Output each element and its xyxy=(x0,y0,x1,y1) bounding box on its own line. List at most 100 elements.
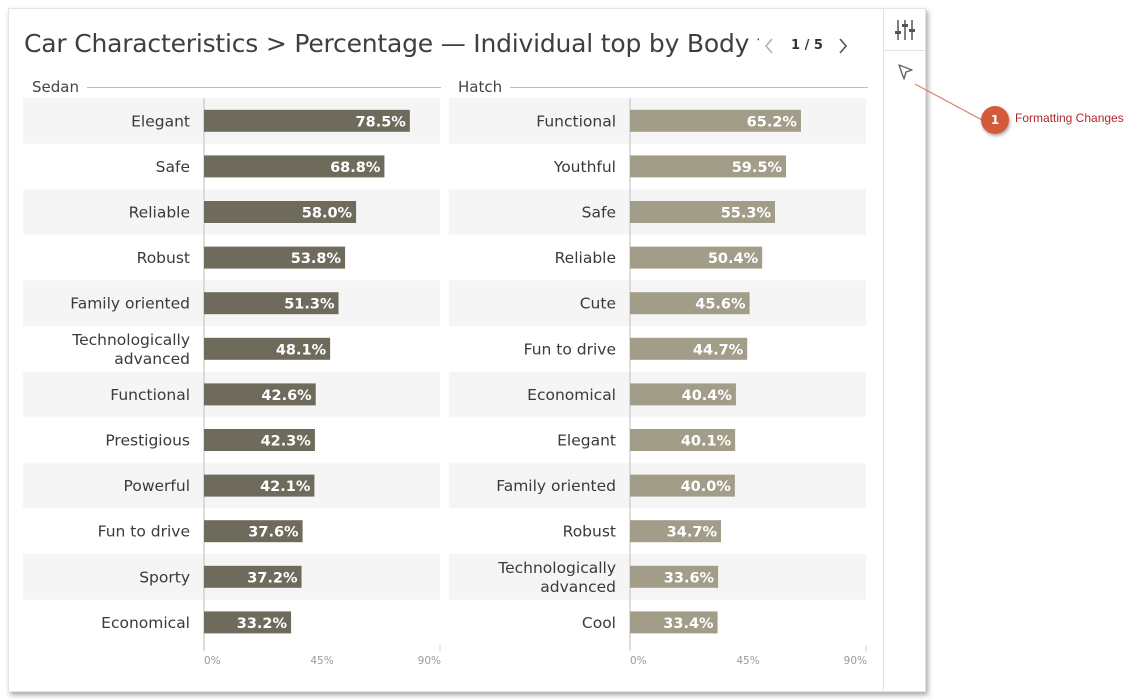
hatch-chart: 65.2% Functional 59.5% Youthful 55.3% Safe 50.… xyxy=(449,98,867,667)
bar xyxy=(630,474,735,497)
bar xyxy=(630,565,719,588)
category-label: Sporty xyxy=(139,568,190,586)
bar xyxy=(204,109,410,132)
page-title: Car Characteristics > Percentage — Indiv… xyxy=(24,29,759,58)
category-label: Economical xyxy=(527,386,616,404)
category-label: Fun to drive xyxy=(98,523,190,541)
data-label: 44.7% xyxy=(693,342,744,358)
bar xyxy=(204,474,315,497)
bar xyxy=(630,201,776,223)
chevron-left-icon xyxy=(764,38,773,54)
data-label: 65.2% xyxy=(747,114,798,130)
bar xyxy=(630,246,763,269)
cursor-arrow-icon xyxy=(898,64,913,80)
divider xyxy=(450,87,868,88)
category-label: Safe xyxy=(156,158,190,176)
category-label: Technologically advanced xyxy=(71,331,190,368)
bar xyxy=(204,246,346,269)
category-label: Youthful xyxy=(553,158,616,176)
bar xyxy=(204,383,316,406)
data-label: 37.6% xyxy=(248,525,299,541)
x-tick-label: 90% xyxy=(418,655,441,667)
bar xyxy=(204,201,357,223)
bar xyxy=(630,155,787,178)
data-label: 55.3% xyxy=(721,206,772,222)
divider xyxy=(24,87,441,88)
select-button[interactable] xyxy=(884,51,926,93)
category-label: Elegant xyxy=(557,432,616,450)
data-label: 48.1% xyxy=(276,342,327,358)
sliders-icon xyxy=(895,20,915,40)
side-toolbar xyxy=(883,9,926,691)
category-label: Elegant xyxy=(131,112,190,130)
data-label: 58.0% xyxy=(302,206,353,222)
category-label: Robust xyxy=(563,523,616,541)
bar xyxy=(204,520,303,543)
x-tick-label: 0% xyxy=(204,655,221,667)
data-label: 40.4% xyxy=(682,388,733,404)
category-label: Functional xyxy=(110,386,190,404)
data-label: 53.8% xyxy=(291,251,342,267)
category-label: Reliable xyxy=(129,204,190,222)
category-label: Economical xyxy=(101,614,190,632)
data-label: 42.3% xyxy=(261,434,312,450)
formatting-button[interactable] xyxy=(884,9,926,51)
category-label: Reliable xyxy=(555,249,616,267)
category-label: Cute xyxy=(580,295,616,313)
data-label: 37.2% xyxy=(247,570,298,586)
category-label: Technologically advanced xyxy=(497,559,616,596)
data-label: 33.4% xyxy=(663,616,714,632)
category-label: Prestigious xyxy=(105,432,190,450)
previous-page-button[interactable] xyxy=(761,33,777,59)
data-label: 51.3% xyxy=(284,297,335,313)
hatch-group-header: Hatch xyxy=(450,78,868,98)
data-label: 33.6% xyxy=(664,570,715,586)
category-label: Functional xyxy=(536,112,616,130)
page-indicator: 1 / 5 xyxy=(791,38,823,53)
data-label: 50.4% xyxy=(708,251,759,267)
category-label: Family oriented xyxy=(496,477,616,495)
sedan-group-header: Sedan xyxy=(24,78,441,98)
bar xyxy=(204,611,292,634)
data-label: 78.5% xyxy=(356,114,407,130)
category-label: Fun to drive xyxy=(524,340,616,358)
x-tick-label: 45% xyxy=(310,655,333,667)
x-tick-label: 0% xyxy=(630,655,647,667)
bar xyxy=(630,611,718,634)
bar xyxy=(630,383,736,406)
category-label: Robust xyxy=(137,249,190,267)
bar xyxy=(630,292,750,315)
bar xyxy=(204,429,315,451)
bar xyxy=(630,337,748,360)
data-label: 68.8% xyxy=(330,160,381,176)
callout-badge: 1 xyxy=(981,106,1009,134)
next-page-button[interactable] xyxy=(835,33,851,59)
category-label: Powerful xyxy=(124,477,190,495)
data-label: 45.6% xyxy=(695,297,746,313)
data-label: 59.5% xyxy=(732,160,783,176)
bar xyxy=(630,520,721,543)
category-label: Safe xyxy=(582,204,616,222)
bar xyxy=(204,565,302,588)
data-label: 40.0% xyxy=(681,479,732,495)
x-tick-label: 45% xyxy=(736,655,759,667)
chevron-right-icon xyxy=(839,38,848,54)
sedan-chart: 78.5% Elegant 68.8% Safe 58.0% Reliable 53.8% R… xyxy=(23,98,441,667)
bar xyxy=(204,337,331,360)
data-label: 34.7% xyxy=(667,525,718,541)
callout-label: Formatting Changes xyxy=(1015,111,1124,125)
bar xyxy=(204,292,339,315)
bar xyxy=(630,109,801,132)
sedan-group-title: Sedan xyxy=(24,78,87,96)
data-label: 40.1% xyxy=(681,434,732,450)
category-label: Family oriented xyxy=(70,295,190,313)
hatch-group-title: Hatch xyxy=(450,78,511,96)
data-label: 42.6% xyxy=(261,388,312,404)
x-tick-label: 90% xyxy=(844,655,867,667)
data-label: 42.1% xyxy=(260,479,311,495)
category-label: Cool xyxy=(582,614,616,632)
data-label: 33.2% xyxy=(237,616,288,632)
bar xyxy=(204,155,385,178)
